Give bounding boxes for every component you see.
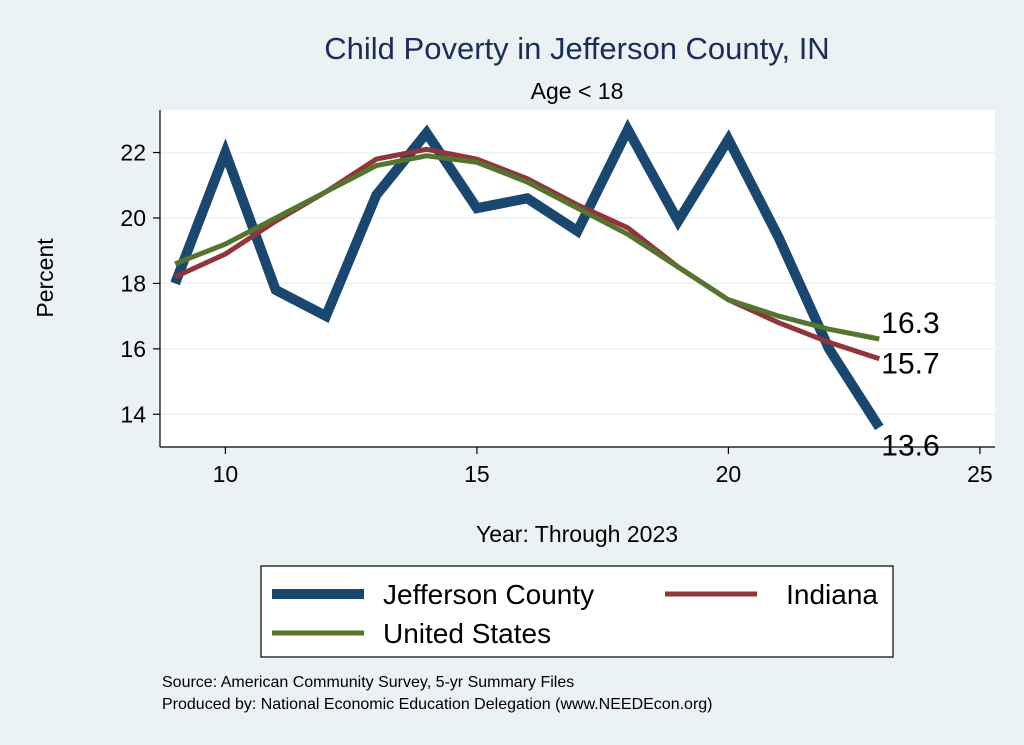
y-tick-label: 22	[120, 140, 146, 166]
series-line-jefferson-county	[170, 118, 884, 431]
legend-label-jefferson-county: Jefferson County	[383, 579, 594, 610]
source-line: Source: American Community Survey, 5-yr …	[162, 674, 574, 691]
y-tick-label: 20	[120, 205, 146, 231]
x-tick-label: 15	[464, 461, 490, 487]
series-lines	[170, 118, 884, 431]
legend: Jefferson County Indiana United States	[260, 565, 894, 658]
chart-title: Child Poverty in Jefferson County, IN	[324, 31, 829, 66]
legend-label-indiana: Indiana	[786, 579, 878, 610]
source-note: Source: American Community Survey, 5-yr …	[162, 674, 713, 713]
x-tick-label: 25	[967, 461, 993, 487]
y-axis-title: Percent	[32, 238, 58, 318]
series-line-united-states	[174, 153, 880, 342]
y-tick-label: 16	[120, 336, 146, 362]
end-labels: 13.6 15.7 16.3	[881, 307, 939, 462]
x-axis-title: Year: Through 2023	[476, 521, 678, 547]
y-tick-label: 18	[120, 270, 146, 296]
y-tick-label: 14	[120, 401, 146, 427]
x-tick-label: 10	[213, 461, 239, 487]
end-label-jefferson-county: 13.6	[881, 429, 939, 462]
end-label-indiana: 15.7	[881, 348, 939, 381]
legend-label-united-states: United States	[383, 618, 551, 649]
legend-box	[260, 565, 894, 658]
axes: 14 16 18 20 22 10 15 20 25	[120, 110, 995, 487]
produced-by-line: Produced by: National Economic Education…	[162, 696, 713, 713]
plot-area	[160, 110, 995, 447]
x-tick-label: 20	[716, 461, 742, 487]
chart-subtitle: Age < 18	[531, 78, 624, 104]
end-label-united-states: 16.3	[881, 307, 939, 340]
